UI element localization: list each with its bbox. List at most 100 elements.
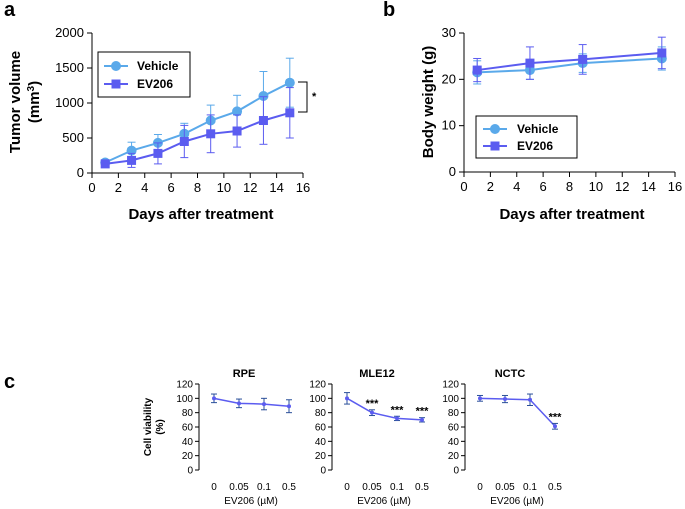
y-tick-label: 80 — [448, 408, 460, 419]
x-tick-label: 0.1 — [257, 482, 271, 493]
panel-letter-a: a — [4, 0, 16, 21]
series-line — [213, 397, 290, 407]
legend-marker-vehicle — [111, 61, 121, 71]
chart-body-weight: Body weight (g) Days after treatment 0 10… — [420, 25, 682, 223]
x-tick-label: 0.05 — [229, 482, 249, 493]
x-tick-label: 14 — [641, 179, 655, 194]
data-point-vehicle — [232, 106, 243, 117]
axes-a: 0 500 1000 1500 2000 0 2 4 6 8 10 12 14 16 — [55, 25, 310, 195]
data-point-ev206 — [472, 65, 482, 75]
x-tick-label: 8 — [194, 180, 201, 195]
legend-b: Vehicle EV206 — [475, 115, 578, 159]
y-tick-label: 20 — [315, 451, 327, 462]
significance-label: * — [312, 91, 317, 103]
data-point — [478, 396, 482, 401]
series-line-vehicle — [477, 57, 662, 74]
data-point-ev206 — [179, 137, 189, 146]
x-tick-label: 0.5 — [282, 482, 296, 493]
x-axis-title: Days after treatment — [128, 206, 273, 223]
x-tick-label: 0 — [88, 180, 95, 195]
data-point-ev206 — [525, 58, 535, 68]
y-tick-label: 100 — [309, 394, 326, 405]
subplot-mle12: 0 20 40 60 80 100 120 0 0.05 0.1 0.5 EV206 (µM) MLE1… — [309, 368, 429, 507]
y-axis-title-line2: (mm3) — [26, 81, 44, 123]
subplot-nctc: 0 20 40 60 80 100 120 0 0.05 0.1 0.5 EV206 (µM) NCTC… — [442, 368, 562, 507]
y-tick-label: 80 — [182, 408, 194, 419]
data-point — [528, 397, 532, 402]
y-tick-label: 0 — [453, 466, 459, 477]
x-axis-title: EV206 (µM) — [357, 496, 411, 507]
y-axis-title-line2: (%) — [155, 419, 166, 435]
data-point-ev206 — [153, 148, 163, 158]
significance-label: *** — [391, 404, 405, 416]
data-point — [287, 404, 291, 409]
x-tick-label: 0 — [211, 482, 217, 493]
data-point — [262, 402, 266, 407]
x-tick-label: 0 — [344, 482, 350, 493]
y-tick-label: 40 — [182, 437, 194, 448]
y-axis-title-line1: Tumor volume — [7, 51, 24, 153]
x-tick-label: 0.05 — [495, 482, 515, 493]
x-tick-label: 4 — [513, 179, 520, 194]
y-tick-label: 0 — [77, 165, 84, 180]
x-axis-title: EV206 (µM) — [224, 496, 278, 507]
data-point — [420, 417, 424, 422]
subplots-c: 0 20 40 60 80 100 120 0 0.05 0.1 0.5 EV206 (µM) RPE 0… — [176, 368, 562, 507]
y-tick-label: 60 — [182, 423, 194, 434]
significance-label: *** — [416, 406, 430, 418]
subplot-title: RPE — [233, 368, 256, 380]
x-tick-label: 16 — [296, 180, 310, 195]
data-point-vehicle — [284, 77, 295, 88]
subplot-title: MLE12 — [359, 368, 394, 380]
y-tick-label: 60 — [448, 423, 460, 434]
y-axis-unit-close: ) — [26, 81, 43, 86]
legend-box — [475, 115, 578, 159]
x-axis-title: EV206 (µM) — [490, 496, 544, 507]
x-tick-label: 0.05 — [362, 482, 382, 493]
chart-tumor-volume: Tumor volume (mm3) Days after treatment … — [7, 25, 317, 223]
legend-marker-ev206 — [490, 141, 500, 151]
y-tick-label: 100 — [442, 394, 459, 405]
x-tick-label: 0.5 — [415, 482, 429, 493]
data-point-ev206 — [578, 54, 588, 64]
data-point — [212, 396, 216, 401]
x-tick-label: 6 — [540, 179, 547, 194]
x-tick-label: 8 — [566, 179, 573, 194]
y-tick-label: 0 — [449, 164, 456, 179]
series-line — [346, 397, 423, 421]
marks-a — [100, 57, 295, 169]
x-tick-label: 6 — [168, 180, 175, 195]
x-tick-label: 4 — [141, 180, 148, 195]
legend-box — [97, 51, 191, 98]
x-tick-label: 10 — [217, 180, 231, 195]
y-tick-label: 1500 — [55, 60, 84, 75]
x-tick-label: 2 — [487, 179, 494, 194]
panel-letter-c: c — [4, 371, 15, 393]
subplot-title: NCTC — [495, 368, 526, 380]
y-axis-unit-sup: 3 — [26, 85, 37, 91]
y-tick-label: 10 — [442, 118, 456, 133]
series-line-ev206 — [477, 51, 662, 72]
series-line — [479, 397, 556, 427]
y-tick-label: 0 — [320, 466, 326, 477]
data-point — [370, 410, 374, 415]
legend-label-ev206: EV206 — [517, 139, 553, 153]
data-point-ev206 — [127, 155, 137, 165]
y-tick-label: 30 — [442, 25, 456, 40]
y-tick-label: 120 — [309, 380, 326, 391]
y-tick-label: 100 — [176, 394, 193, 405]
marks-b — [472, 36, 667, 85]
x-tick-label: 14 — [269, 180, 283, 195]
x-tick-label: 16 — [668, 179, 682, 194]
legend-label-vehicle: Vehicle — [137, 59, 179, 73]
x-tick-label: 0 — [460, 179, 467, 194]
y-tick-label: 1000 — [55, 95, 84, 110]
x-tick-label: 0.1 — [390, 482, 404, 493]
axes-b: 0 10 20 30 0 2 4 6 8 10 12 14 16 — [442, 25, 683, 194]
data-point-ev206 — [206, 129, 216, 139]
y-tick-label: 40 — [448, 437, 460, 448]
x-tick-label: 10 — [589, 179, 603, 194]
legend-marker-vehicle — [490, 124, 500, 134]
subplot-rpe: 0 20 40 60 80 100 120 0 0.05 0.1 0.5 EV206 (µM) RPE — [176, 368, 296, 507]
